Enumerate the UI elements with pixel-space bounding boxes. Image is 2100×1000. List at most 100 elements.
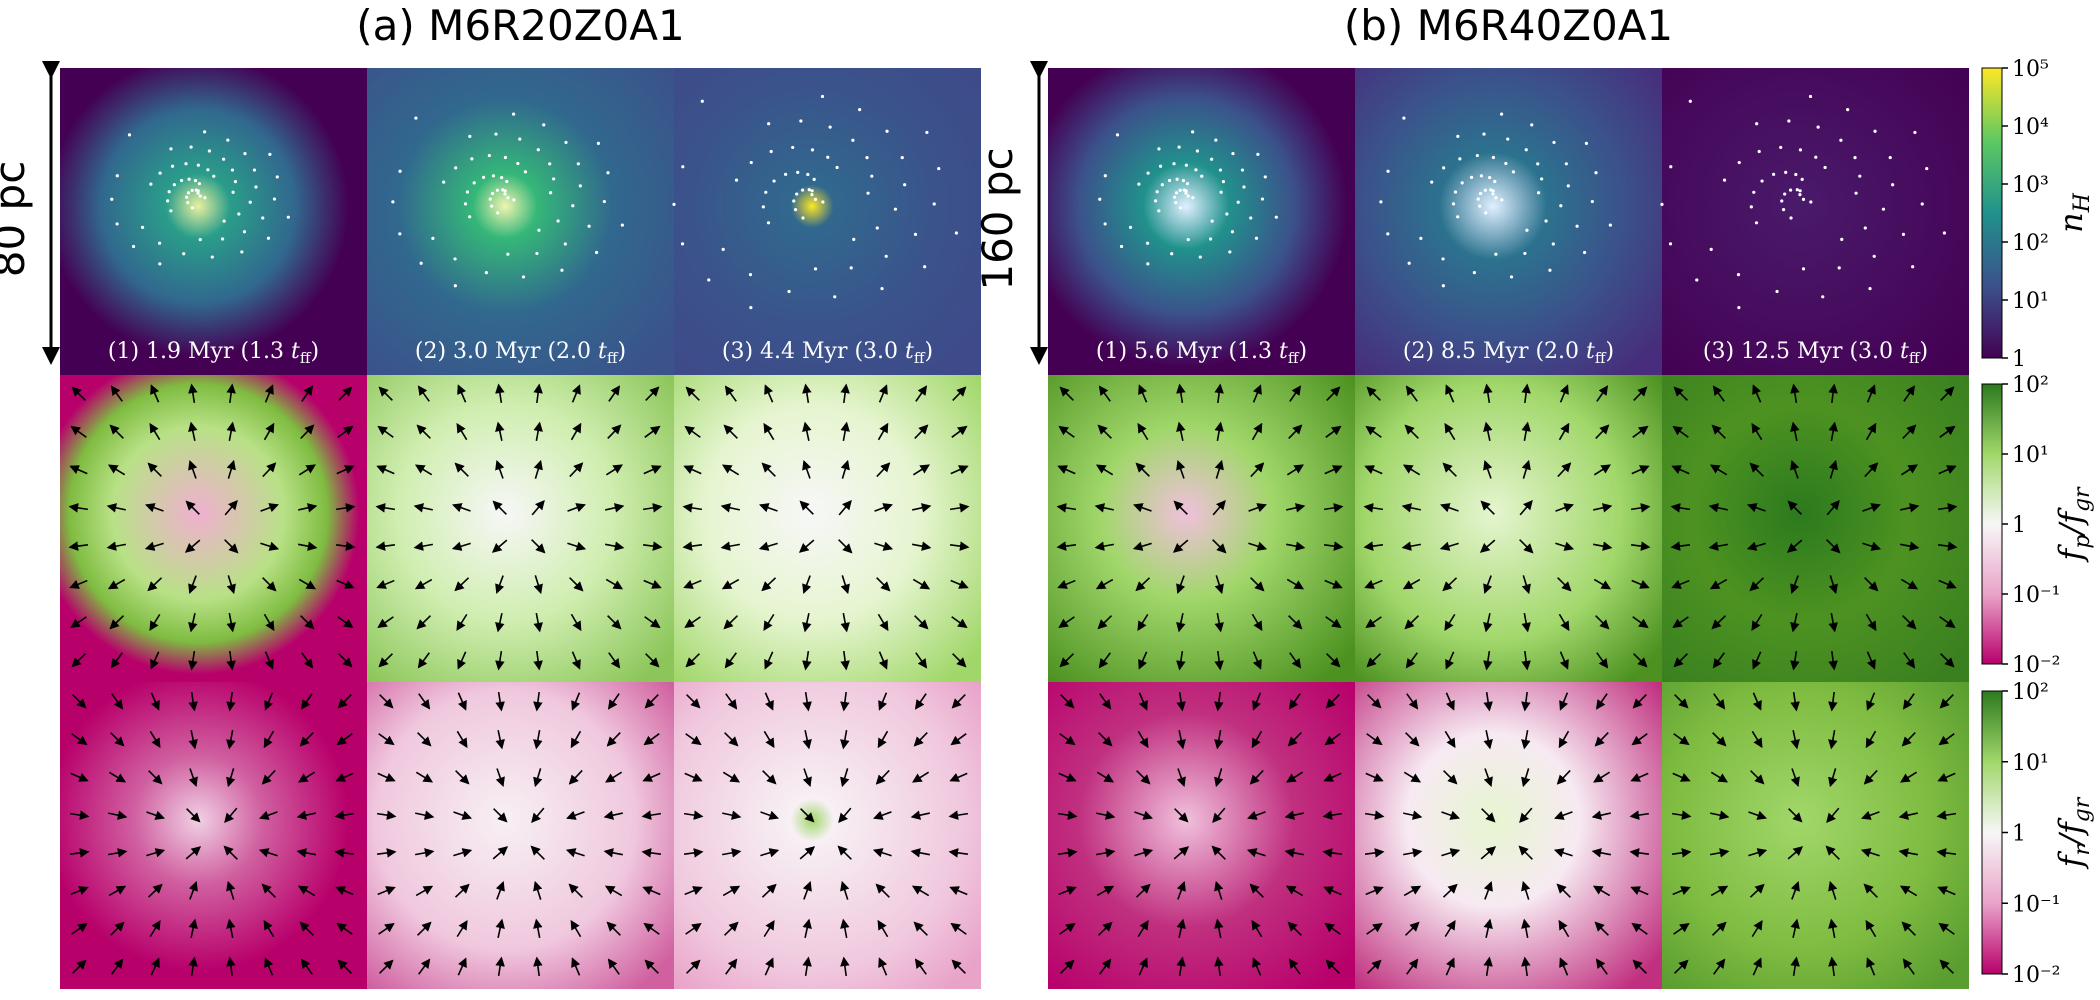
time-close: ) <box>618 339 627 364</box>
star <box>700 99 704 103</box>
flux-arrow <box>1403 810 1423 820</box>
flux-arrow <box>840 691 850 712</box>
star <box>1540 177 1544 181</box>
flux-arrow <box>949 886 968 896</box>
flux-arrow <box>878 651 888 670</box>
flux-arrow <box>108 810 128 820</box>
flux-arrow <box>1558 613 1570 632</box>
flux-arrow <box>533 918 543 938</box>
star <box>1103 174 1107 178</box>
flux-arrow <box>568 769 583 785</box>
star <box>187 177 191 181</box>
star <box>275 175 279 179</box>
flux-arrow <box>1790 730 1800 750</box>
flux-arrow <box>1214 768 1224 788</box>
flux-arrow <box>148 770 163 785</box>
flux-arrow <box>910 848 930 858</box>
flux-arrow <box>1940 386 1955 401</box>
star <box>542 123 546 127</box>
flux-arrow <box>454 462 469 477</box>
flux-arrow <box>566 810 585 820</box>
star <box>1242 185 1246 189</box>
flux-arrow <box>147 577 163 592</box>
flux-arrow <box>1176 650 1186 671</box>
flux-arrow <box>878 957 888 976</box>
flux-arrow <box>1826 539 1841 554</box>
star <box>1441 257 1445 261</box>
star <box>1256 152 1260 156</box>
flux-arrow <box>684 772 703 782</box>
flux-arrow <box>1214 613 1224 633</box>
star <box>1178 206 1183 210</box>
flux-arrow <box>802 383 812 404</box>
flux-arrow <box>1404 424 1419 439</box>
flux-arrow <box>417 385 430 402</box>
star <box>1194 168 1198 172</box>
time-text: (1) 1.9 Myr (1.3 <box>108 339 291 364</box>
flux-arrow <box>1749 577 1765 592</box>
flux-arrow <box>1284 848 1304 858</box>
flux-arrow <box>570 422 582 441</box>
flux-arrow <box>533 613 543 633</box>
flux-arrow <box>1746 503 1766 513</box>
colorbar-label: fp/fgr <box>2052 486 2095 563</box>
star <box>503 192 507 196</box>
flux-arrow <box>495 691 505 712</box>
flux-arrow <box>1441 848 1461 858</box>
flux-arrow <box>1521 918 1531 938</box>
flux-arrow <box>643 733 660 746</box>
flux-arrow <box>109 921 125 936</box>
flux-arrow <box>495 918 505 938</box>
flux-arrow <box>335 541 356 551</box>
flux-arrow <box>414 578 433 590</box>
flux-arrow <box>1401 541 1421 551</box>
star <box>196 191 200 195</box>
star <box>516 161 520 166</box>
flux-arrow <box>723 424 738 439</box>
flux-arrow <box>606 731 621 747</box>
flux-arrow <box>1752 957 1762 976</box>
flux-arrow <box>1629 848 1650 858</box>
flux-arrow <box>1828 575 1838 595</box>
flux-arrow <box>1521 459 1531 479</box>
tff-symbol: t <box>1900 339 1909 364</box>
flux-arrow <box>641 848 662 858</box>
flux-arrow <box>1252 692 1262 711</box>
flux-arrow <box>226 650 236 671</box>
star <box>169 209 173 213</box>
flux-arrow <box>1900 503 1920 513</box>
flux-arrow <box>456 613 468 631</box>
flux-arrow <box>263 613 275 632</box>
flux-arrow <box>1671 579 1690 589</box>
flux-arrow <box>378 653 393 668</box>
star <box>1200 174 1204 178</box>
flux-arrow <box>226 918 236 938</box>
flux-arrow <box>799 500 814 515</box>
flux-arrow <box>415 848 435 858</box>
flux-arrow <box>802 768 812 788</box>
star <box>954 231 959 235</box>
flux-arrow <box>1137 920 1149 938</box>
star <box>564 140 568 145</box>
flux-arrow <box>1445 651 1455 670</box>
flux-arrow <box>1444 613 1456 631</box>
flux-arrow <box>1521 650 1531 671</box>
flux-arrow <box>334 848 355 858</box>
star <box>748 273 753 277</box>
flux-arrow <box>1902 424 1917 440</box>
star <box>1186 194 1190 198</box>
star <box>1499 112 1504 116</box>
star <box>536 148 540 152</box>
flux-arrow <box>684 886 703 896</box>
star <box>1175 177 1179 181</box>
flux-arrow <box>1176 768 1186 788</box>
flux-arrow <box>1249 769 1264 785</box>
flux-arrow <box>1442 462 1457 477</box>
flux-arrow <box>108 885 127 897</box>
flux-arrow <box>1059 653 1074 668</box>
star <box>115 222 119 226</box>
flux-arrow <box>605 464 623 476</box>
star <box>261 216 265 220</box>
flux-arrow <box>1212 499 1226 516</box>
flux-arrow <box>531 539 546 554</box>
